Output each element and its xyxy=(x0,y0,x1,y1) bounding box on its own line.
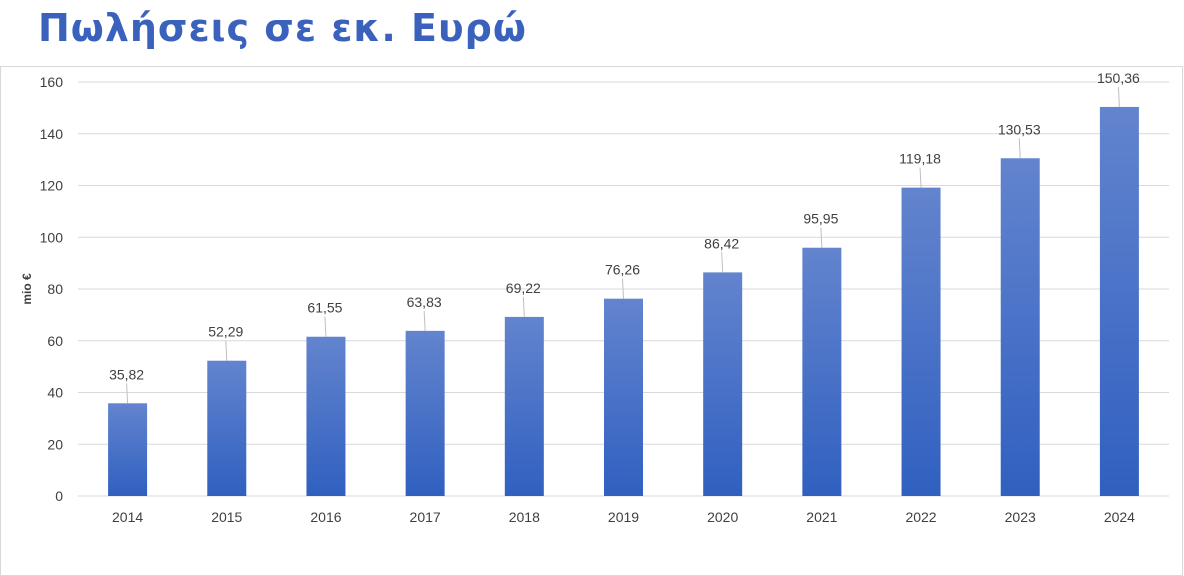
leader-line xyxy=(1018,138,1021,159)
leader-line xyxy=(721,252,724,273)
leader-line xyxy=(919,167,922,188)
leader-line xyxy=(126,383,129,404)
data-labels: 35,82 52,29 61,55 63,83 69,22 76,26 86,42 95,95… xyxy=(109,70,1140,382)
y-axis-ticks: 0 20 40 60 80 100 120 140 160 xyxy=(40,74,64,504)
y-tick-label: 120 xyxy=(40,178,64,194)
x-tick-label: 2017 xyxy=(410,509,441,525)
label-leader-lines xyxy=(126,86,1120,404)
x-tick-label: 2023 xyxy=(1005,509,1036,525)
bar-2014 xyxy=(108,403,148,496)
bar-2022 xyxy=(901,187,941,496)
bar-2019 xyxy=(604,298,643,496)
data-label-2019: 76,26 xyxy=(605,262,640,278)
data-label-2022: 119,18 xyxy=(899,151,941,167)
page-title: Πωλήσεις σε εκ. Ευρώ xyxy=(38,6,527,50)
y-tick-label: 160 xyxy=(40,74,64,90)
x-tick-label: 2018 xyxy=(509,509,540,525)
bar-2020 xyxy=(703,272,743,496)
chart-area: 0 20 40 60 80 100 120 140 160 35,82 52,29 61,55 63,… xyxy=(0,66,1183,576)
data-label-2018: 69,22 xyxy=(506,280,541,296)
x-tick-label: 2021 xyxy=(806,509,837,525)
x-tick-label: 2014 xyxy=(112,509,143,525)
data-label-2021: 95,95 xyxy=(803,211,838,227)
leader-line xyxy=(820,227,823,248)
y-tick-label: 140 xyxy=(40,126,64,142)
bar-chart: 0 20 40 60 80 100 120 140 160 35,82 52,29 61,55 63,… xyxy=(20,70,1169,525)
y-tick-label: 100 xyxy=(40,229,64,245)
leader-line xyxy=(225,340,228,361)
x-tick-label: 2022 xyxy=(905,509,936,525)
y-tick-label: 40 xyxy=(47,385,63,401)
bar-2017 xyxy=(405,330,445,496)
leader-line xyxy=(423,310,426,331)
x-tick-label: 2024 xyxy=(1104,509,1135,525)
y-axis-title: mio € xyxy=(20,273,34,305)
y-tick-label: 20 xyxy=(47,436,63,452)
x-tick-label: 2015 xyxy=(211,509,242,525)
x-tick-label: 2016 xyxy=(310,509,341,525)
data-label-2023: 130,53 xyxy=(998,121,1041,137)
data-label-2016: 61,55 xyxy=(307,300,342,316)
x-tick-label: 2019 xyxy=(608,509,639,525)
x-axis-ticks: 2014 2015 2016 2017 2018 2019 2020 2021 2022 2023… xyxy=(112,509,1135,525)
leader-line xyxy=(622,278,624,299)
bar-2016 xyxy=(306,336,346,496)
y-tick-label: 0 xyxy=(55,488,63,504)
bar-2024 xyxy=(1099,106,1139,497)
leader-line xyxy=(324,316,327,337)
bar-2015 xyxy=(207,360,247,496)
data-label-2014: 35,82 xyxy=(109,366,144,382)
bars xyxy=(108,106,1139,497)
y-tick-label: 80 xyxy=(47,281,63,297)
data-label-2020: 86,42 xyxy=(704,235,739,251)
leader-line xyxy=(522,296,525,317)
y-tick-label: 60 xyxy=(47,333,63,349)
data-label-2024: 150,36 xyxy=(1097,70,1140,86)
bar-2021 xyxy=(802,247,842,496)
bar-2023 xyxy=(1000,158,1040,496)
leader-line xyxy=(1117,86,1120,107)
x-tick-label: 2020 xyxy=(707,509,738,525)
bar-2018 xyxy=(504,316,544,496)
data-label-2015: 52,29 xyxy=(208,324,243,340)
data-label-2017: 63,83 xyxy=(407,294,442,310)
